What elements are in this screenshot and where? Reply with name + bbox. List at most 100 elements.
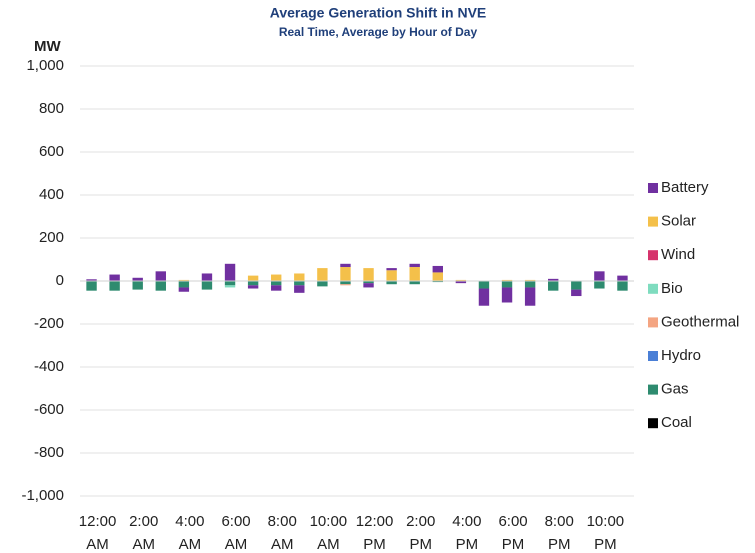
bar-segment [501, 279, 513, 281]
y-tick-label: -400 [34, 358, 64, 375]
x-tick-label-line: 4:00 [452, 513, 481, 530]
bar-segment [594, 281, 605, 289]
x-tick-label-line: 8:00 [545, 513, 574, 530]
y-tick-label: 600 [39, 143, 64, 160]
legend-label: Battery [661, 179, 709, 196]
y-tick-label: 1,000 [26, 57, 64, 74]
x-tick-label: 2:00 AM [129, 513, 158, 553]
legend-swatch [648, 216, 658, 227]
bar-segment [363, 283, 374, 288]
bar-segment [478, 281, 490, 289]
y-tick-label: 0 [56, 272, 64, 289]
legend-swatch [648, 418, 658, 429]
x-tick-label: 6:00 PM [498, 513, 527, 553]
bar-segment [455, 279, 467, 281]
x-tick-label-line: 6:00 [221, 513, 250, 530]
x-tick-label: 4:00 AM [175, 513, 204, 553]
bar-segment [86, 281, 97, 291]
bar-segment [501, 281, 513, 288]
y-tick-label: 800 [39, 100, 64, 117]
x-tick-label: 2:00 PM [406, 513, 435, 553]
bar-segment [340, 267, 351, 281]
bar-segment [178, 279, 190, 281]
legend-label: Wind [661, 246, 695, 263]
bar-segment [363, 281, 374, 284]
bar-segment [109, 281, 120, 291]
x-tick-label: 4:00 PM [452, 513, 481, 553]
bar-segment [178, 281, 190, 288]
bar-segment [340, 284, 351, 286]
legend-swatch [648, 351, 658, 361]
legend-swatch [648, 183, 658, 193]
bar-segment [224, 263, 236, 281]
bar-segment [201, 281, 213, 290]
x-tick-label-line: AM [179, 536, 202, 553]
legend-label: Bio [661, 280, 683, 297]
x-tick-label-line: 10:00 [310, 513, 348, 530]
chart-title: Average Generation Shift in NVE [270, 5, 487, 21]
x-tick-label-line: 2:00 [129, 513, 158, 530]
bar-segment [571, 289, 582, 297]
bar-segment [247, 285, 259, 289]
bar-segment [201, 273, 213, 281]
bar-segment [109, 274, 120, 281]
x-tick-label-line: AM [86, 536, 109, 553]
bar-segment [271, 281, 282, 286]
bar-segment [524, 279, 536, 281]
bar-segment [432, 265, 443, 273]
x-tick-label-line: PM [363, 536, 386, 553]
bar-segment [386, 268, 397, 271]
bar-segment [432, 272, 443, 281]
bar-segment [294, 285, 305, 293]
x-tick-label-line: PM [548, 536, 571, 553]
bar-segment [432, 281, 443, 283]
bar-segment [155, 271, 166, 281]
y-tick-label: -1,000 [21, 487, 64, 504]
legend-label: Gas [661, 381, 689, 398]
bar-segment [132, 281, 143, 290]
bar-segment [501, 287, 513, 303]
bar-segment [386, 270, 397, 281]
bar-segment [224, 285, 236, 288]
bar-segment [409, 267, 420, 281]
x-tick-label-line: 6:00 [498, 513, 527, 530]
bar-segment [340, 281, 351, 285]
bar-segment [247, 281, 259, 286]
y-tick-label: -200 [34, 315, 64, 332]
chart-subtitle: Real Time, Average by Hour of Day [279, 25, 478, 39]
bar-segment [455, 281, 467, 284]
y-tick-label: -800 [34, 444, 64, 461]
x-tick-label-line: PM [456, 536, 479, 553]
x-tick-label-line: 2:00 [406, 513, 435, 530]
x-tick-label-line: 4:00 [175, 513, 204, 530]
x-tick-label: 8:00 PM [545, 513, 574, 553]
x-tick-label: 10:00 PM [587, 513, 625, 553]
bar-segment [294, 273, 305, 281]
bar-segment [224, 281, 236, 286]
x-tick-label: 12:00 PM [356, 513, 394, 553]
legend-label: Geothermal [661, 313, 739, 330]
bar-segment [132, 277, 143, 281]
x-tick-label-line: AM [132, 536, 155, 553]
bar-segment [178, 287, 190, 292]
bar-segment [524, 287, 536, 306]
bar-segment [271, 274, 282, 281]
legend-swatch [648, 250, 658, 261]
x-tick-label-line: 10:00 [587, 513, 625, 530]
bar-segment [294, 281, 305, 286]
x-tick-label-line: PM [409, 536, 432, 553]
x-tick-label: 12:00 AM [79, 513, 117, 553]
legend-swatch [648, 283, 658, 294]
y-axis-label: MW [34, 38, 61, 55]
bar-segment [340, 263, 351, 268]
x-tick-label-line: AM [271, 536, 294, 553]
bar-segment [524, 281, 536, 288]
bar-segment [571, 281, 582, 290]
bar-segment [478, 288, 490, 306]
bar-segment [247, 275, 259, 281]
bar-segment [271, 285, 282, 291]
legend-swatch [648, 384, 658, 395]
x-tick-label-line: PM [502, 536, 525, 553]
bar-segment [363, 268, 374, 281]
y-tick-label: 200 [39, 229, 64, 246]
